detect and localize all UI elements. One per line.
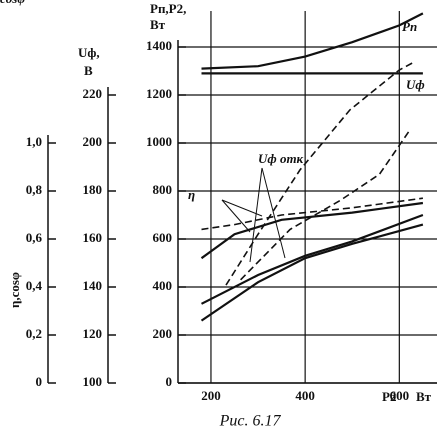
leader — [221, 199, 251, 233]
series-line — [225, 61, 415, 286]
curve-label: cosφ — [0, 0, 25, 6]
y3-tick-label: 0 — [36, 374, 43, 389]
leader — [221, 199, 263, 217]
leader — [249, 167, 263, 263]
x-tick-label: 200 — [201, 388, 221, 403]
x-tick-label: 600 — [390, 388, 410, 403]
y3-axis-label: η,cosφ — [7, 272, 22, 308]
leader — [261, 167, 286, 259]
y2-tick-label: 140 — [83, 278, 103, 293]
y-axis-label: Pп,P2, — [150, 1, 186, 16]
curve-label: Pп — [402, 19, 417, 34]
y2-axis-unit: В — [84, 63, 93, 78]
x-axis-label: P2 — [382, 389, 396, 404]
curve-label: Uф отк — [258, 151, 304, 166]
series-line — [240, 130, 410, 281]
series-line — [200, 223, 424, 322]
x-tick-label: 400 — [295, 388, 315, 403]
curve-label: η — [188, 187, 195, 202]
curve-label: Uф — [406, 77, 425, 92]
y3-tick-label: 0,6 — [26, 230, 43, 245]
y-tick-label: 600 — [153, 230, 173, 245]
y2-tick-label: 200 — [83, 134, 103, 149]
y-tick-label: 200 — [153, 326, 173, 341]
leader-lines — [221, 167, 286, 263]
series-line — [200, 201, 424, 260]
caption: Рис. 6.17 — [219, 413, 282, 430]
y3-tick-label: 0,2 — [26, 326, 42, 341]
y3-tick-label: 0,4 — [26, 278, 43, 293]
y2-tick-label: 160 — [83, 230, 103, 245]
y3-tick-label: 0,8 — [26, 182, 43, 197]
y-tick-label: 0 — [166, 374, 173, 389]
y-axis-unit: Вт — [150, 17, 166, 32]
y-tick-label: 800 — [153, 182, 173, 197]
series-line — [201, 213, 424, 305]
y-tick-label: 1000 — [146, 134, 172, 149]
y-tick-label: 400 — [153, 278, 173, 293]
y2-axis-label: Uф, — [78, 45, 100, 60]
x-axis-unit: Вт — [416, 389, 432, 404]
y2-tick-label: 220 — [83, 86, 103, 101]
y2-tick-label: 180 — [83, 182, 103, 197]
y-tick-label: 1200 — [146, 86, 172, 101]
y2-tick-label: 120 — [83, 326, 103, 341]
series-line — [201, 197, 424, 231]
y2-tick-label: 100 — [83, 374, 103, 389]
y3-tick-label: 1,0 — [26, 134, 42, 149]
y-tick-label: 1400 — [146, 38, 172, 53]
series-line — [201, 12, 424, 70]
